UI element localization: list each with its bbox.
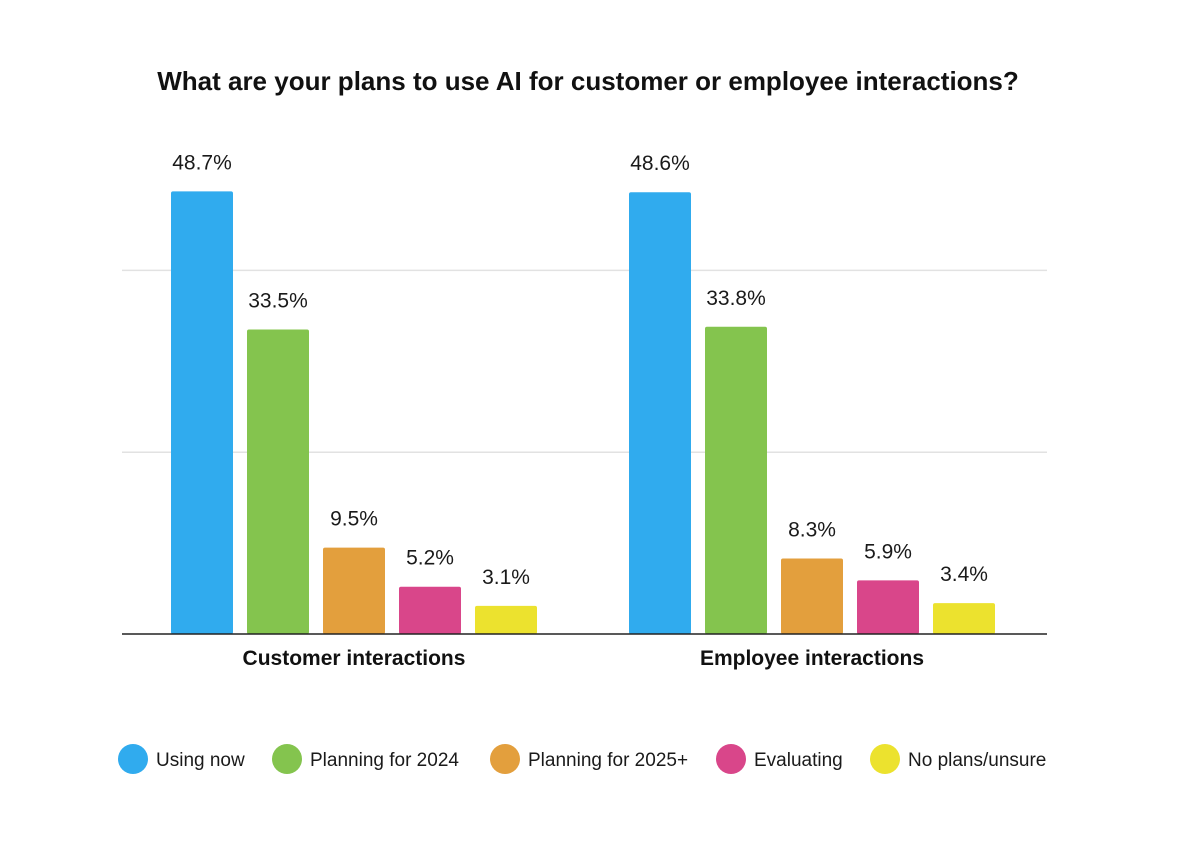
legend-label: Evaluating — [754, 750, 843, 771]
category-label: Customer interactions — [243, 647, 466, 670]
bar-customer-5 — [475, 605, 537, 634]
bar-customer-1 — [171, 191, 233, 634]
bar-customer-4 — [399, 586, 461, 634]
bar-value-label: 48.6% — [630, 152, 690, 175]
chart-title: What are your plans to use AI for custom… — [157, 66, 1019, 96]
bar-employee-1 — [629, 192, 691, 634]
legend-swatch — [716, 744, 746, 774]
legend-swatch — [870, 744, 900, 774]
bars — [171, 191, 995, 634]
bar-customer-2 — [247, 329, 309, 634]
bar-value-label: 9.5% — [330, 508, 378, 531]
legend-swatch — [118, 744, 148, 774]
bar-value-label: 33.8% — [706, 287, 766, 310]
legend-label: Planning for 2025+ — [528, 750, 688, 771]
bar-value-label: 33.5% — [248, 289, 308, 312]
bar-employee-4 — [857, 580, 919, 634]
bar-value-label: 3.1% — [482, 566, 530, 589]
bar-value-label: 5.2% — [406, 547, 454, 570]
bar-value-label: 5.9% — [864, 540, 912, 563]
value-labels: 48.7% 33.5% 9.5% 5.2% 3.1% 48.6% 33.8% 8.3% 5.9%… — [172, 151, 988, 589]
legend: Using now Planning for 2024 Planning for 2… — [118, 744, 1046, 774]
bar-value-label: 8.3% — [788, 519, 836, 542]
bar-employee-5 — [933, 603, 995, 634]
bar-value-label: 48.7% — [172, 151, 232, 174]
bar-value-label: 3.4% — [940, 563, 988, 586]
bar-employee-3 — [781, 558, 843, 634]
legend-swatch — [272, 744, 302, 774]
legend-label: Planning for 2024 — [310, 750, 459, 771]
legend-label: Using now — [156, 750, 245, 771]
category-label: Employee interactions — [700, 647, 924, 670]
bar-customer-3 — [323, 547, 385, 634]
category-labels: Customer interactions Employee interactio… — [243, 647, 924, 670]
legend-swatch — [490, 744, 520, 774]
bar-employee-2 — [705, 326, 767, 634]
legend-label: No plans/unsure — [908, 750, 1046, 771]
